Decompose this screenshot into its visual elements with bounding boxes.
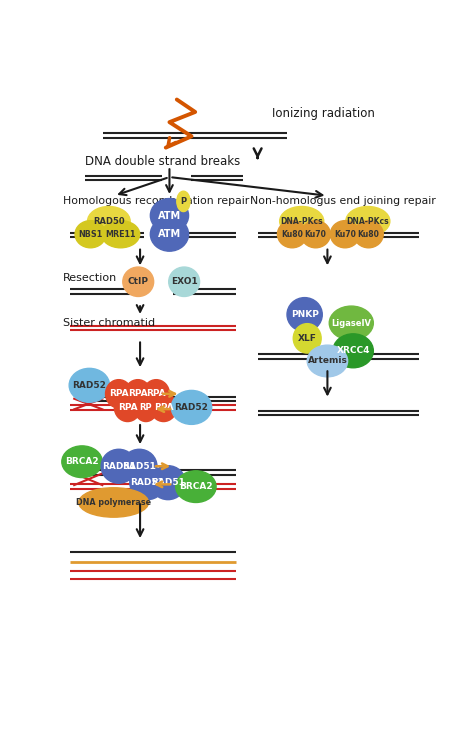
Text: XLF: XLF	[298, 334, 317, 343]
Ellipse shape	[79, 488, 148, 517]
Text: DNA-PKcs: DNA-PKcs	[346, 217, 389, 226]
Text: RAD52: RAD52	[73, 381, 106, 390]
Text: RAD51: RAD51	[122, 462, 156, 470]
Text: LigaseIV: LigaseIV	[331, 318, 371, 328]
Ellipse shape	[171, 390, 212, 424]
Ellipse shape	[176, 471, 216, 503]
Ellipse shape	[346, 207, 390, 236]
Ellipse shape	[329, 306, 374, 340]
Text: XRCC4: XRCC4	[337, 346, 370, 355]
Ellipse shape	[101, 449, 137, 483]
Text: CtIP: CtIP	[128, 277, 149, 286]
Ellipse shape	[130, 466, 165, 500]
Text: Ionizing radiation: Ionizing radiation	[272, 107, 375, 120]
Text: Ku80: Ku80	[281, 230, 303, 239]
Text: NBS1: NBS1	[78, 230, 102, 239]
Text: Homologous recombination repair: Homologous recombination repair	[63, 196, 249, 207]
Ellipse shape	[101, 220, 140, 248]
Ellipse shape	[114, 393, 141, 422]
Ellipse shape	[333, 334, 374, 368]
Ellipse shape	[69, 368, 109, 402]
Ellipse shape	[106, 380, 132, 408]
Text: Resection: Resection	[63, 273, 117, 283]
Ellipse shape	[123, 267, 154, 296]
Text: RPA: RPA	[118, 403, 137, 412]
Ellipse shape	[307, 345, 347, 377]
Text: BRCA2: BRCA2	[65, 457, 99, 466]
Ellipse shape	[122, 449, 157, 483]
Ellipse shape	[169, 267, 200, 296]
Text: MRE11: MRE11	[105, 230, 136, 239]
Text: ATM: ATM	[158, 229, 181, 239]
Text: RAD51: RAD51	[130, 478, 164, 487]
Text: Non-homologus end joining repair: Non-homologus end joining repair	[250, 196, 436, 207]
Text: BRCA2: BRCA2	[179, 482, 213, 491]
Ellipse shape	[62, 446, 102, 478]
Text: RPA: RPA	[128, 390, 148, 398]
Ellipse shape	[177, 191, 190, 212]
Text: PNKP: PNKP	[291, 310, 319, 319]
Ellipse shape	[280, 207, 324, 236]
Text: RAD51: RAD51	[102, 462, 136, 470]
Text: DNA polymerase: DNA polymerase	[76, 498, 151, 507]
Text: RP: RP	[140, 403, 152, 412]
Ellipse shape	[354, 220, 383, 248]
Ellipse shape	[150, 466, 186, 500]
Ellipse shape	[287, 298, 322, 331]
Ellipse shape	[150, 198, 189, 232]
Text: Ku80: Ku80	[357, 230, 380, 239]
Text: EXO1: EXO1	[171, 277, 198, 286]
Text: Ku70: Ku70	[305, 230, 327, 239]
Ellipse shape	[150, 393, 177, 422]
Text: P: P	[180, 197, 186, 206]
Text: RAD51: RAD51	[151, 478, 185, 487]
Text: RPA: RPA	[109, 390, 128, 398]
Ellipse shape	[88, 207, 130, 236]
Text: Sister chromatid: Sister chromatid	[63, 318, 155, 328]
Ellipse shape	[75, 220, 106, 248]
Ellipse shape	[330, 220, 360, 248]
Ellipse shape	[134, 393, 158, 422]
Ellipse shape	[293, 323, 321, 353]
Text: DNA-PKcs: DNA-PKcs	[281, 217, 323, 226]
Text: RAD52: RAD52	[174, 403, 209, 412]
Text: ATM: ATM	[158, 210, 181, 220]
Text: RPA: RPA	[154, 403, 173, 412]
Ellipse shape	[150, 218, 189, 251]
Ellipse shape	[125, 380, 151, 408]
Text: Ku70: Ku70	[334, 230, 356, 239]
Ellipse shape	[143, 380, 170, 408]
Text: DNA double strand breaks: DNA double strand breaks	[85, 155, 240, 168]
Ellipse shape	[301, 220, 330, 248]
Text: Artemis: Artemis	[308, 356, 347, 365]
Text: RAD50: RAD50	[93, 217, 125, 226]
Text: RPA: RPA	[146, 390, 166, 398]
Ellipse shape	[277, 220, 307, 248]
